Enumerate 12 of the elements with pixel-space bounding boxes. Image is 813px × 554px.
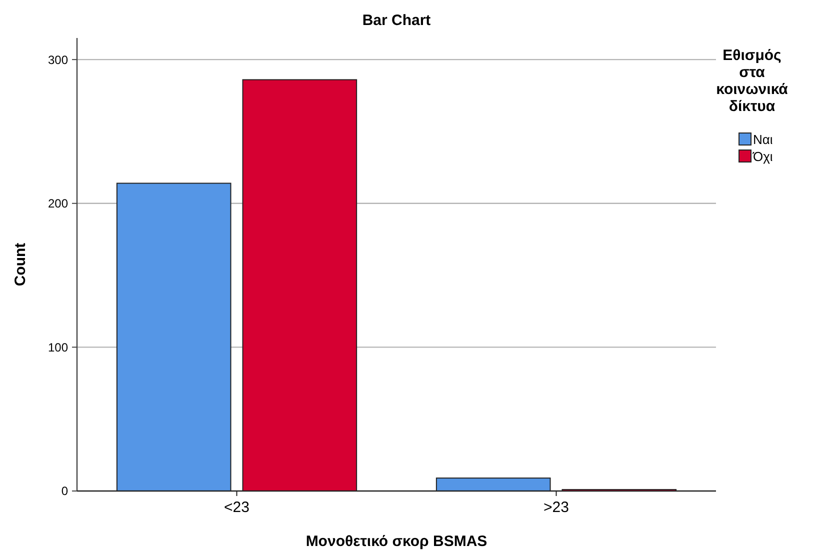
y-tick-label: 200 — [48, 196, 68, 211]
y-tick-label: 300 — [48, 52, 68, 67]
legend-title: Εθισμός στα κοινωνικά δίκτυα — [716, 47, 789, 115]
y-axis-title: Count — [12, 242, 29, 286]
legend-label: Ναι — [753, 132, 773, 147]
chart-title: Bar Chart — [362, 12, 431, 29]
x-tick-label: >23 — [544, 499, 569, 516]
x-axis-title: Μονοθετικό σκορ BSMAS — [306, 533, 488, 550]
legend-label: Όχι — [752, 149, 773, 164]
y-tick-label: 0 — [61, 484, 68, 498]
y-tick-label: 100 — [48, 340, 68, 354]
x-tick-label: <23 — [224, 499, 250, 516]
